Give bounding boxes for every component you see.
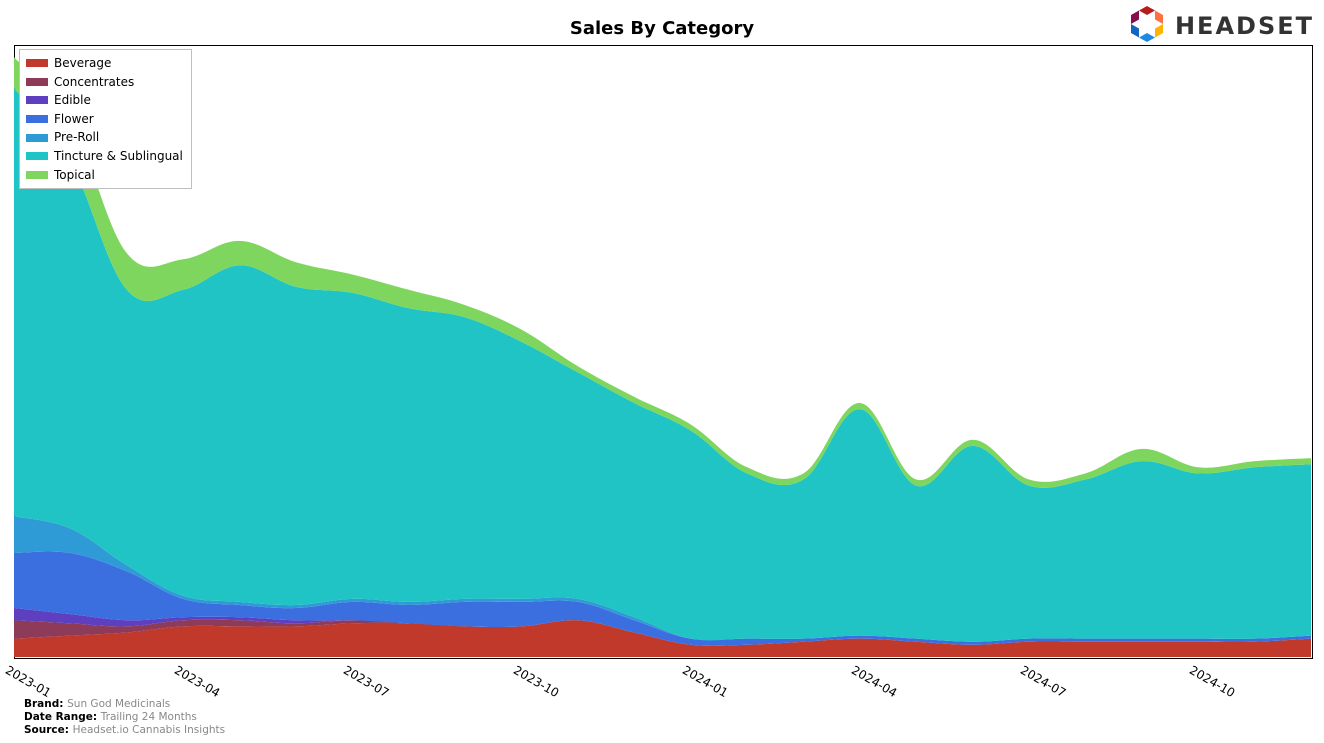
legend-swatch xyxy=(26,134,48,142)
x-tick-label: 2024-07 xyxy=(1018,663,1068,700)
legend-item: Concentrates xyxy=(26,73,183,92)
x-tick-label: 2023-04 xyxy=(172,663,222,700)
x-tick-label: 2024-10 xyxy=(1187,663,1237,700)
meta-line: Date Range: Trailing 24 Months xyxy=(24,711,225,724)
x-tick-label: 2023-01 xyxy=(3,663,53,700)
legend-swatch xyxy=(26,96,48,104)
x-tick-label: 2023-07 xyxy=(341,663,391,700)
legend-label: Pre-Roll xyxy=(54,128,99,147)
legend-label: Flower xyxy=(54,110,94,129)
legend: BeverageConcentratesEdibleFlowerPre-Roll… xyxy=(19,49,192,189)
legend-label: Edible xyxy=(54,91,91,110)
chart-meta: Brand: Sun God MedicinalsDate Range: Tra… xyxy=(24,698,225,737)
meta-value: Trailing 24 Months xyxy=(101,711,197,723)
area-chart xyxy=(14,45,1311,657)
meta-value: Sun God Medicinals xyxy=(67,698,170,710)
x-tick-label: 2023-10 xyxy=(511,663,561,700)
legend-swatch xyxy=(26,152,48,160)
legend-item: Beverage xyxy=(26,54,183,73)
headset-logo-icon xyxy=(1125,4,1169,48)
meta-label: Brand: xyxy=(24,698,67,710)
legend-item: Topical xyxy=(26,166,183,185)
legend-label: Topical xyxy=(54,166,95,185)
legend-item: Edible xyxy=(26,91,183,110)
x-tick-label: 2024-04 xyxy=(849,663,899,700)
legend-swatch xyxy=(26,59,48,67)
headset-logo: HEADSET xyxy=(1125,4,1314,48)
meta-line: Brand: Sun God Medicinals xyxy=(24,698,225,711)
legend-item: Flower xyxy=(26,110,183,129)
legend-label: Tincture & Sublingual xyxy=(54,147,183,166)
chart-title-text: Sales By Category xyxy=(570,18,754,39)
meta-label: Date Range: xyxy=(24,711,101,723)
legend-swatch xyxy=(26,78,48,86)
meta-value: Headset.io Cannabis Insights xyxy=(73,724,225,736)
meta-line: Source: Headset.io Cannabis Insights xyxy=(24,724,225,737)
legend-item: Tincture & Sublingual xyxy=(26,147,183,166)
headset-logo-text: HEADSET xyxy=(1175,12,1314,40)
meta-label: Source: xyxy=(24,724,73,736)
x-tick-label: 2024-01 xyxy=(680,663,730,700)
legend-label: Concentrates xyxy=(54,73,134,92)
legend-label: Beverage xyxy=(54,54,111,73)
legend-swatch xyxy=(26,171,48,179)
legend-item: Pre-Roll xyxy=(26,128,183,147)
legend-swatch xyxy=(26,115,48,123)
area-series xyxy=(14,88,1311,642)
